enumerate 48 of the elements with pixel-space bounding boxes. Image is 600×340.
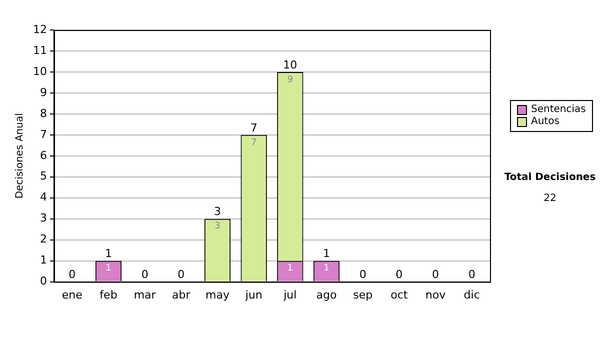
y-tick-label: 0 (40, 274, 47, 288)
data-label: 9 (287, 74, 294, 85)
y-tick-label: 3 (40, 212, 47, 225)
legend-label: Autos (531, 116, 560, 128)
y-tick-label: 8 (40, 106, 47, 120)
total-label: 0 (396, 268, 403, 282)
y-tick-label: 6 (40, 148, 47, 162)
x-tick-label: dic (464, 288, 480, 302)
data-label: 1 (106, 264, 112, 274)
legend-label: Sentencias (531, 104, 586, 116)
total-label: 0 (359, 268, 366, 282)
total-label: 0 (141, 268, 148, 282)
x-tick-label: ago (316, 288, 337, 302)
y-axis-title: Decisiones Anual (14, 113, 26, 199)
total-label: 0 (468, 268, 476, 282)
y-tick-label: 2 (40, 232, 47, 246)
y-tick-label: 12 (32, 22, 47, 36)
x-tick-label: oct (390, 288, 408, 302)
x-tick-label: may (206, 288, 230, 302)
text: 22 (542, 193, 558, 204)
y-tick-label: 11 (32, 44, 47, 57)
y-tick-label: 1 (40, 254, 47, 267)
x-tick-label: mar (134, 288, 156, 302)
x-tick-label: abr (172, 288, 191, 302)
total-label: 0 (178, 268, 185, 282)
y-tick-label: 4 (40, 190, 47, 204)
y-tick-label: 9 (40, 86, 47, 99)
data-label: 7 (250, 138, 257, 148)
x-tick-label: sep (353, 288, 373, 302)
x-tick-label: feb (100, 288, 118, 302)
total-label: 1 (323, 247, 330, 260)
data-label: 3 (214, 222, 220, 232)
x-tick-label: nov (425, 288, 446, 302)
total-label: 3 (214, 205, 221, 218)
total-label: 10 (283, 58, 298, 72)
y-tick-label: 10 (32, 64, 47, 78)
total-label: 1 (104, 247, 112, 260)
total-label: 0 (432, 268, 439, 282)
data-label: 1 (324, 264, 330, 274)
x-tick-label: jul (282, 288, 297, 302)
total-label: 0 (68, 268, 76, 282)
y-tick-label: 7 (40, 128, 47, 141)
x-tick-label: jun (244, 288, 262, 302)
x-tick-label: ene (62, 288, 83, 302)
text: Total Decisiones (503, 172, 597, 183)
total-label: 7 (250, 121, 258, 134)
data-label: 1 (287, 264, 294, 274)
y-tick-label: 5 (40, 170, 47, 183)
